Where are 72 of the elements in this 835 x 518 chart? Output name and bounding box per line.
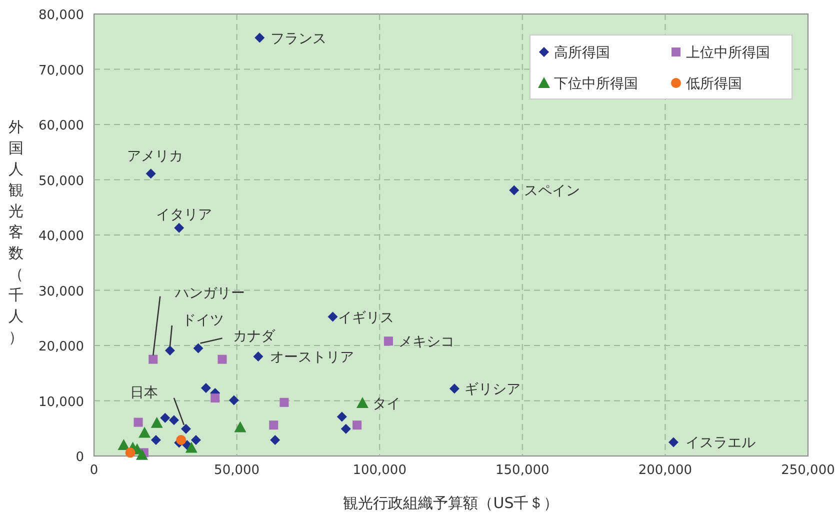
point — [176, 434, 186, 445]
point — [138, 426, 151, 438]
x-tick-label: 200,000 — [638, 463, 692, 478]
point — [340, 424, 351, 434]
point — [168, 415, 179, 426]
point — [280, 398, 289, 407]
annotation: カナダ — [233, 328, 276, 344]
point — [234, 421, 246, 432]
legend-label: 低所得国 — [686, 76, 742, 92]
y-tick-label: 80,000 — [38, 8, 84, 23]
point — [449, 384, 460, 394]
annotation: メキシコ — [398, 334, 454, 350]
point — [193, 343, 204, 354]
x-tick-label: 50,000 — [214, 463, 260, 478]
point — [253, 352, 264, 362]
annotation: フランス — [270, 30, 327, 47]
annotation: イタリア — [156, 206, 212, 223]
x-axis-title: 観光行政組織予算額（US千＄） — [343, 494, 559, 512]
y-tick-label: 60,000 — [38, 118, 84, 134]
point — [384, 336, 393, 346]
point — [509, 185, 520, 196]
point — [118, 438, 130, 450]
annotation: イスラエル — [685, 435, 756, 452]
annotation: 日本 — [130, 384, 158, 401]
annotation: タイ — [372, 396, 400, 412]
point — [270, 434, 280, 445]
x-tick-label: 250,000 — [781, 463, 835, 478]
point — [352, 420, 362, 430]
point — [668, 437, 678, 448]
point — [134, 418, 143, 427]
annotation: オーストリア — [270, 350, 354, 366]
text: 外国人観光客数（千人） — [8, 118, 24, 346]
point — [218, 354, 227, 364]
point — [269, 420, 278, 430]
point — [210, 393, 220, 402]
point — [185, 442, 198, 453]
annotation: ハンガリー — [174, 285, 246, 302]
point — [200, 383, 211, 394]
annotation: アメリカ — [126, 148, 183, 165]
point — [254, 32, 265, 43]
y-tick-label: 10,000 — [38, 394, 84, 410]
annotation: イギリス — [338, 310, 394, 326]
x-tick-label: 0 — [90, 463, 98, 478]
y-tick-label: 50,000 — [38, 174, 84, 189]
x-tick-label: 150,000 — [496, 463, 550, 478]
y-tick-label: 20,000 — [38, 340, 84, 354]
annotation: ギリシア — [464, 382, 520, 398]
point — [136, 448, 148, 460]
point — [228, 395, 239, 406]
point — [160, 412, 170, 423]
point — [164, 345, 175, 356]
point — [336, 412, 347, 422]
y-tick-label: 0 — [76, 450, 84, 465]
x-tick-label: 100,000 — [352, 463, 406, 478]
point — [190, 434, 201, 445]
legend-label: 下位中所得国 — [554, 76, 638, 92]
point — [180, 424, 191, 434]
y-tick-label: 30,000 — [38, 284, 84, 300]
y-tick-label: 40,000 — [38, 229, 84, 244]
point — [174, 222, 184, 233]
legend-label: 高所得国 — [554, 45, 610, 61]
point — [148, 354, 158, 364]
point — [150, 416, 163, 428]
point — [328, 312, 338, 322]
annotation: スペイン — [524, 183, 580, 200]
y-tick-label: 70,000 — [38, 63, 84, 78]
point — [150, 434, 161, 445]
point — [356, 396, 368, 408]
annotation: ドイツ — [182, 312, 224, 328]
point — [146, 168, 156, 179]
legend-label: 上位中所得国 — [686, 45, 770, 61]
point — [125, 448, 136, 458]
